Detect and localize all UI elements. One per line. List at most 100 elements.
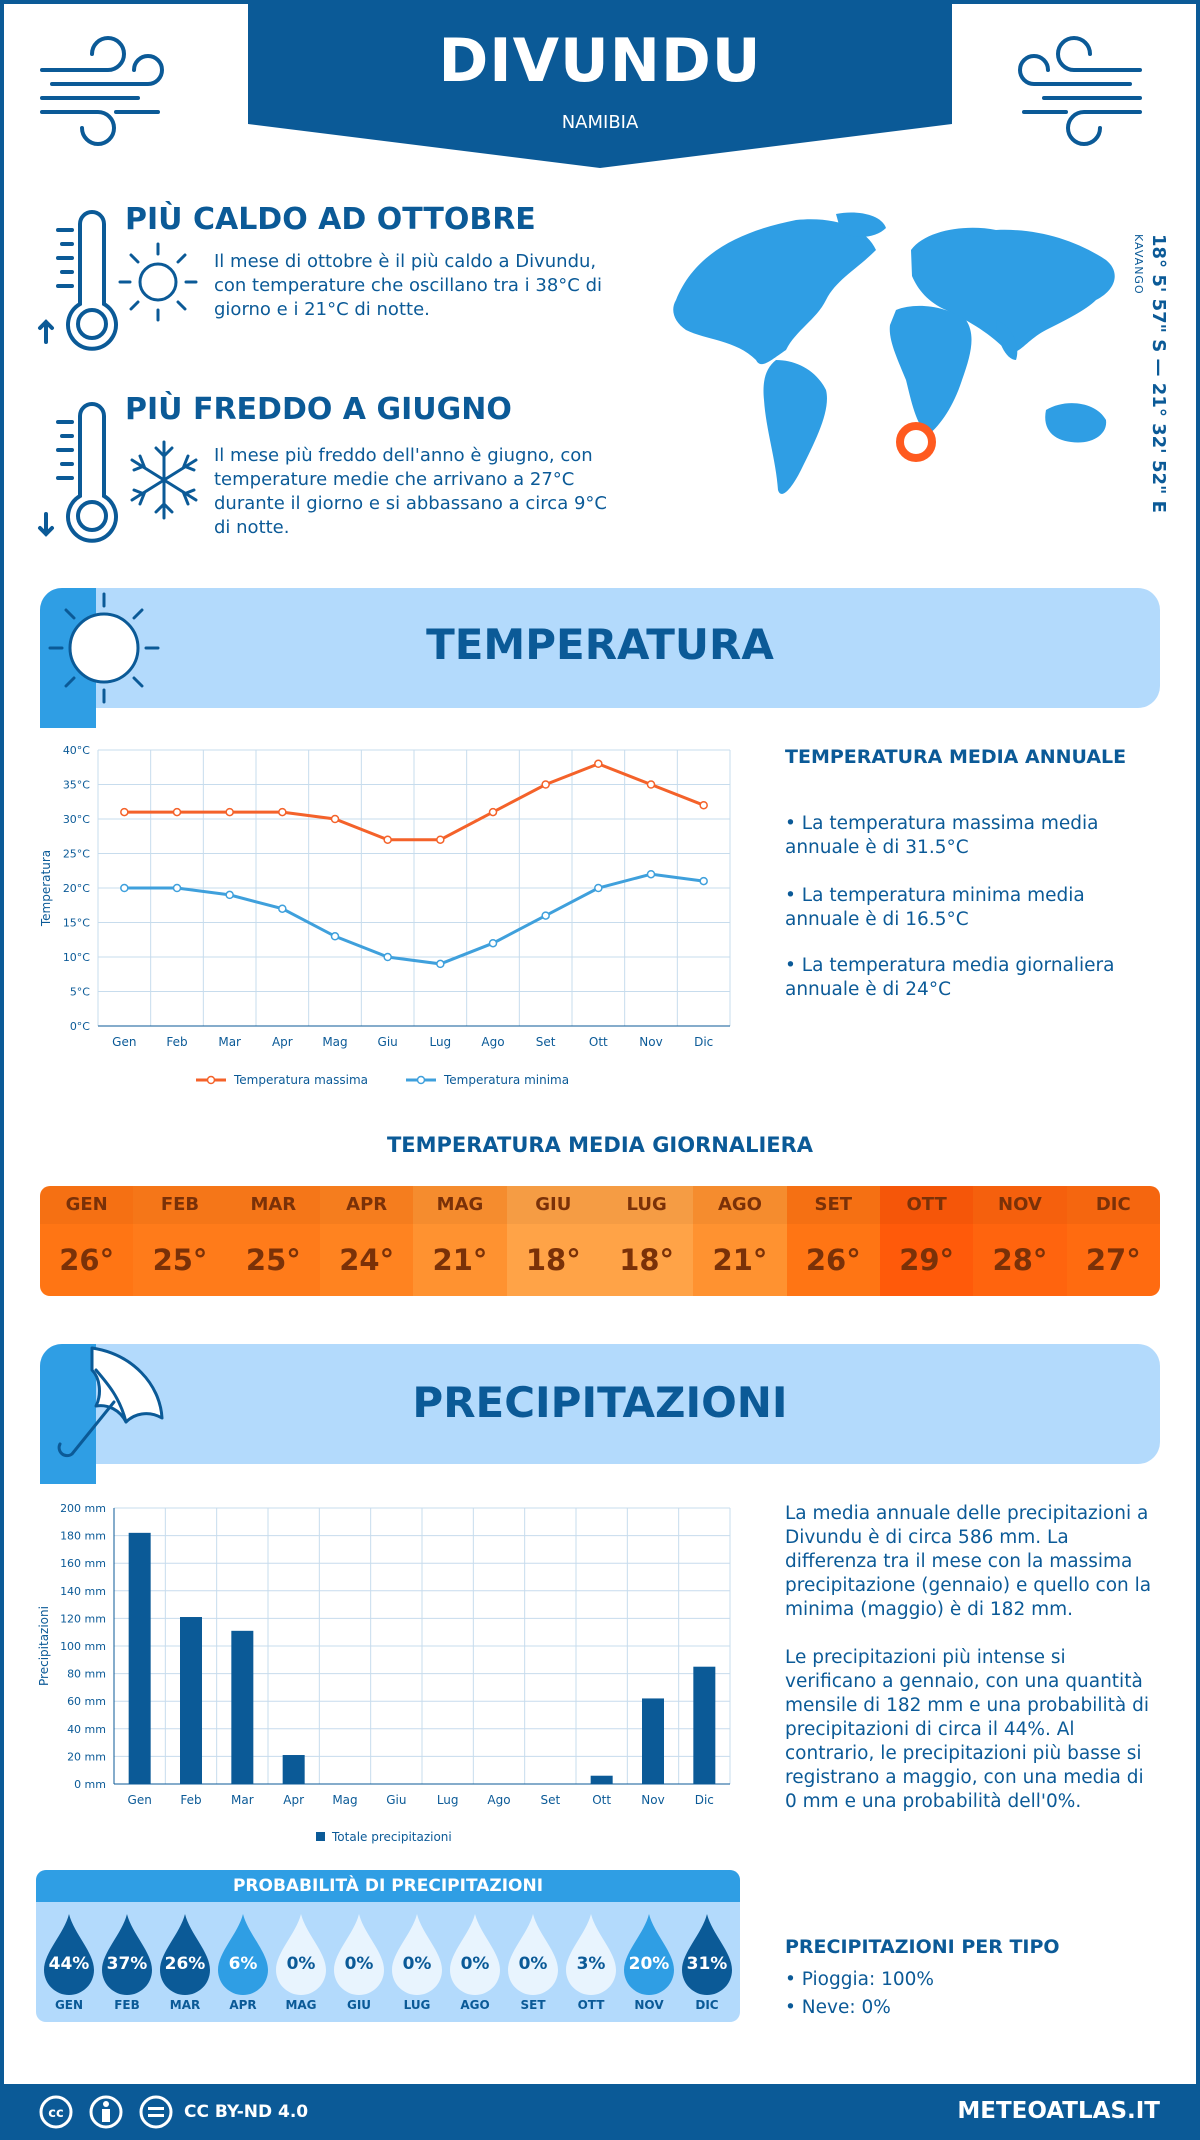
probability-drop: 0% GIU — [332, 1912, 386, 2012]
y-axis-label: Precipitazioni — [37, 1606, 51, 1686]
x-tick-label: Set — [540, 1793, 560, 1807]
probability-drop: 26% MAR — [158, 1912, 212, 2012]
x-tick-label: Ago — [487, 1793, 510, 1807]
daily-temp-cell: NOV 28° — [973, 1186, 1067, 1296]
y-tick-label: 120 mm — [60, 1612, 106, 1625]
snowflake-icon — [130, 440, 198, 520]
precipitation-probability-panel: PROBABILITÀ DI PRECIPITAZIONI 44% GEN 37% F… — [36, 1870, 740, 2022]
daily-temp-cell: FEB 25° — [133, 1186, 227, 1296]
probability-drop: 0% AGO — [448, 1912, 502, 2012]
sun-icon — [118, 242, 198, 322]
license-text: CC BY-ND 4.0 — [184, 2102, 309, 2122]
data-point — [225, 807, 234, 817]
daily-temp-value: 26° — [59, 1243, 115, 1277]
location-marker — [896, 422, 936, 462]
probability-value: 6% — [228, 1954, 258, 1974]
y-tick-label: 40 mm — [67, 1723, 106, 1736]
y-tick-label: 35°C — [63, 779, 90, 792]
y-tick-label: 10°C — [63, 951, 90, 964]
probability-value: 26% — [164, 1954, 206, 1974]
temperature-chart: 0°C 5°C 10°C 15°C 20°C 25°C 30°C 35°C 40°C Gen Feb… — [39, 744, 731, 1087]
daily-temp-value: 28° — [992, 1243, 1048, 1277]
y-tick-label: 140 mm — [60, 1585, 106, 1598]
y-tick-label: 20°C — [63, 882, 90, 895]
daily-temp-cell: OTT 29° — [879, 1186, 974, 1296]
data-point — [172, 883, 182, 893]
bar — [128, 1532, 151, 1784]
cc-license-icon: cc — [39, 2095, 173, 2129]
probability-month: APR — [229, 1998, 257, 2012]
daily-temp-month: GEN — [40, 1186, 134, 1224]
probability-value: 0% — [518, 1954, 548, 1974]
probability-month: OTT — [577, 1998, 605, 2012]
probability-month: GEN — [54, 1998, 84, 2012]
raindrop-icon — [624, 1914, 674, 1995]
daily-temp-month: MAR — [226, 1186, 320, 1224]
series-line — [124, 872, 704, 966]
legend-swatch — [316, 1832, 325, 1841]
daily-temp-value: 18° — [525, 1243, 581, 1277]
x-tick-label: Lug — [429, 1035, 451, 1049]
y-tick-label: 160 mm — [60, 1557, 106, 1570]
data-point — [699, 800, 708, 810]
x-tick-label: Ott — [589, 1035, 608, 1049]
daily-temp-month: SET — [786, 1186, 880, 1224]
daily-temp-value: 25° — [152, 1243, 208, 1277]
data-point — [330, 932, 340, 941]
thermometer-hot-icon — [38, 210, 118, 351]
probability-value: 20% — [628, 1954, 670, 1974]
y-tick-label: 25°C — [63, 848, 90, 861]
daily-temp-month: LUG — [599, 1186, 694, 1224]
y-tick-label: 60 mm — [67, 1695, 106, 1708]
daily-temp-value: 24° — [339, 1243, 395, 1277]
x-tick-label: Mag — [322, 1035, 347, 1049]
coldest-title: PIÙ FREDDO A GIUGNO — [125, 392, 512, 427]
x-tick-label: Gen — [128, 1793, 152, 1807]
x-tick-label: Apr — [272, 1035, 293, 1049]
daily-temp-month: FEB — [133, 1186, 227, 1224]
hottest-title: PIÙ CALDO AD OTTOBRE — [125, 202, 536, 237]
y-tick-label: 30°C — [63, 813, 90, 826]
legend-label: Totale precipitazioni — [331, 1830, 452, 1844]
coordinates: 18° 5' 57" S — 21° 32' 52" E — [1148, 234, 1169, 513]
raindrop-icon — [508, 1914, 558, 1995]
daily-temp-value: 25° — [245, 1243, 301, 1277]
probability-month: DIC — [695, 1998, 719, 2012]
daily-temp-cell: MAR 25° — [226, 1186, 320, 1296]
wind-icon — [40, 36, 164, 146]
daily-temp-cell: LUG 18° — [599, 1186, 694, 1296]
y-tick-label: 180 mm — [60, 1530, 106, 1543]
data-point — [383, 952, 392, 962]
y-tick-label: 100 mm — [60, 1640, 106, 1653]
probability-value: 3% — [576, 1954, 606, 1974]
bar — [282, 1755, 305, 1784]
y-tick-label: 15°C — [63, 917, 90, 930]
data-point — [330, 814, 340, 824]
x-tick-label: Nov — [641, 1793, 664, 1807]
probability-title: PROBABILITÀ DI PRECIPITAZIONI — [36, 1870, 740, 1902]
x-tick-label: Feb — [180, 1793, 201, 1807]
data-point — [436, 959, 445, 969]
x-tick-label: Set — [536, 1035, 556, 1049]
x-tick-label: Giu — [378, 1035, 398, 1049]
thermometer-cold-icon — [38, 402, 118, 543]
y-tick-label: 200 mm — [60, 1502, 106, 1515]
site-link[interactable]: METEOATLAS.IT — [957, 2098, 1160, 2124]
data-point — [172, 807, 182, 817]
precipitation-section-title: PRECIPITAZIONI — [412, 1378, 788, 1427]
wind-icon — [1018, 36, 1142, 146]
bar — [693, 1666, 716, 1784]
probability-value: 0% — [344, 1954, 374, 1974]
probability-value: 0% — [286, 1954, 316, 1974]
temperature-banner — [40, 588, 1160, 728]
data-point — [488, 807, 498, 817]
footer: cc CC BY-ND 4.0 METEOATLAS.IT — [0, 2084, 1200, 2140]
annual-avg-text: • La temperatura media giornaliera annua… — [785, 955, 1115, 1000]
data-point — [699, 876, 708, 886]
umbrella-icon — [57, 1346, 164, 1458]
daily-temp-month: MAG — [413, 1186, 507, 1224]
daily-temp-value: 18° — [619, 1243, 675, 1277]
sun-icon — [48, 592, 160, 704]
daily-temp-month: OTT — [879, 1186, 974, 1224]
legend-label: Temperatura massima — [233, 1073, 368, 1087]
